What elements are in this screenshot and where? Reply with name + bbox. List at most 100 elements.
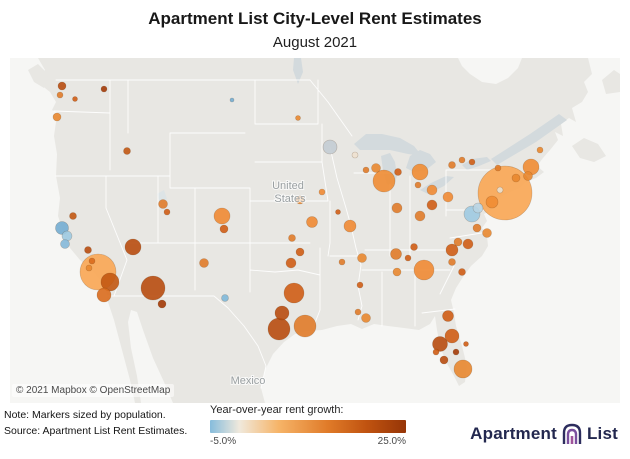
city-bubble[interactable] [426,199,438,211]
city-bubble[interactable] [442,310,454,322]
city-bubble[interactable] [372,169,396,193]
city-bubble[interactable] [482,228,492,238]
city-bubble[interactable] [100,272,120,292]
city-bubble[interactable] [448,258,456,266]
city-bubble[interactable] [444,328,460,344]
city-bubble[interactable] [343,219,357,233]
city-bubble[interactable] [361,313,371,323]
city-bubble[interactable] [295,247,305,257]
city-bubble[interactable] [163,208,171,216]
city-bubble[interactable] [283,282,305,304]
city-bubble[interactable] [439,355,449,365]
city-bubble[interactable] [85,264,93,272]
city-bubble[interactable] [124,238,142,256]
city-bubble[interactable] [404,254,412,262]
city-bubble[interactable] [472,202,484,214]
city-bubble[interactable] [88,257,96,265]
city-bubble[interactable] [354,308,362,316]
legend-min-label: -5.0% [210,436,237,447]
city-bubble[interactable] [392,267,402,277]
city-bubble[interactable] [414,181,422,189]
city-bubble[interactable] [494,164,502,172]
city-bubble[interactable] [462,238,474,250]
city-bubble[interactable] [140,275,166,301]
city-bubble[interactable] [458,156,466,164]
city-bubble[interactable] [472,223,482,233]
city-bubble[interactable] [213,207,231,225]
city-bubble[interactable] [485,195,499,209]
city-bubble[interactable] [199,258,209,268]
city-bubble[interactable] [453,237,463,247]
city-bubble[interactable] [158,199,168,209]
landmass [28,58,620,403]
color-legend: Year-over-year rent growth: -5.0% 25.0% [210,404,406,447]
map-region[interactable]: United States Mexico © 2021 Mapbox © Ope… [10,58,620,403]
city-bubble[interactable] [335,209,341,215]
city-bubble[interactable] [267,317,291,341]
city-bubble[interactable] [306,216,318,228]
city-bubble-layer [52,81,544,379]
city-bubble[interactable] [288,234,296,242]
city-bubble[interactable] [390,248,402,260]
city-bubble[interactable] [295,115,301,121]
city-bubble[interactable] [96,287,112,303]
city-bubble[interactable] [322,139,338,155]
city-bubble[interactable] [123,147,131,155]
city-bubble[interactable] [318,188,326,196]
city-bubble[interactable] [496,186,504,194]
city-bubble[interactable] [52,112,62,122]
city-bubble[interactable] [293,314,317,338]
city-bubble[interactable] [511,173,521,183]
city-bubble[interactable] [414,210,426,222]
city-bubble[interactable] [410,243,418,251]
city-bubble[interactable] [371,163,381,173]
footnotes: Note: Markers sized by population. Sourc… [4,408,187,440]
legend-gradient-bar [210,420,406,433]
country-label-us-line2: States [274,193,306,205]
city-bubble[interactable] [338,258,346,266]
city-bubble[interactable] [57,81,67,91]
city-bubble[interactable] [60,239,70,249]
city-bubble[interactable] [351,151,359,159]
country-label-us-line1: United [272,180,304,192]
map-attribution[interactable]: © 2021 Mapbox © OpenStreetMap [12,384,175,397]
city-bubble[interactable] [69,212,77,220]
logo-word-list: List [586,424,618,443]
city-bubble[interactable] [274,305,290,321]
city-bubble[interactable] [463,341,469,347]
city-bubble[interactable] [356,281,364,289]
city-bubble[interactable] [458,268,466,276]
us-map[interactable]: United States Mexico [10,58,620,403]
city-bubble[interactable] [295,195,305,205]
city-bubble[interactable] [394,168,402,176]
city-bubble[interactable] [411,163,429,181]
legend-title: Year-over-year rent growth: [210,404,344,416]
city-bubble[interactable] [536,146,544,154]
city-bubble[interactable] [413,259,435,281]
city-bubble[interactable] [432,348,440,356]
city-bubble[interactable] [55,221,69,235]
city-bubble[interactable] [357,253,367,263]
city-bubble[interactable] [219,224,229,234]
city-bubble[interactable] [157,299,167,309]
city-bubble[interactable] [445,243,459,257]
city-bubble[interactable] [523,171,533,181]
city-bubble[interactable] [229,97,235,103]
city-bubble[interactable] [426,184,438,196]
city-bubble[interactable] [442,191,454,203]
city-bubble[interactable] [362,166,370,174]
city-bubble[interactable] [468,158,476,166]
city-bubble[interactable] [221,294,229,302]
city-bubble[interactable] [391,202,403,214]
country-label-mexico: Mexico [231,375,266,387]
city-bubble[interactable] [56,91,64,99]
city-bubble[interactable] [84,246,92,254]
city-bubble[interactable] [452,348,460,356]
city-bubble[interactable] [100,85,108,93]
city-bubble[interactable] [432,336,448,352]
city-bubble[interactable] [72,96,78,102]
city-bubble[interactable] [448,161,456,169]
city-bubble[interactable] [453,359,473,379]
city-bubble[interactable] [285,257,297,269]
